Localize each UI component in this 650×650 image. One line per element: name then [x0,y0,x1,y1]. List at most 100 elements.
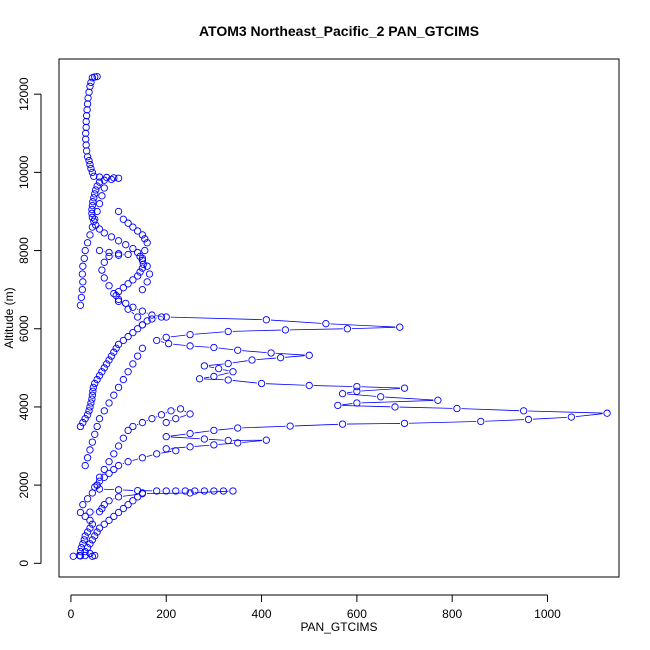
x-tick-label: 600 [347,607,367,621]
data-point [133,313,142,321]
series-line-segment [194,331,224,335]
data-point [88,209,96,218]
data-point [81,415,89,423]
data-point [105,282,113,290]
data-point [191,487,199,495]
data-point [141,235,149,243]
data-point [338,420,347,428]
data-point [114,493,123,501]
series-line-segment [146,492,186,495]
data-point [100,274,108,282]
data-point [138,254,147,263]
data-point [400,384,409,392]
series-line-segment [232,329,281,332]
data-point [83,100,92,108]
data-point [343,325,351,333]
data-point [305,381,313,390]
data-point [224,359,232,368]
data-point [124,332,132,341]
data-point [114,486,123,494]
data-point [76,552,85,560]
data-point [91,430,99,438]
data-point [114,461,123,470]
data-point [83,454,92,462]
series-line-segment [194,444,210,447]
data-point [105,248,113,257]
data-point [276,354,285,362]
data-point [215,364,223,373]
chart-title: ATOM3 Northeast_Pacific_2 PAN_GTCIMS [199,23,479,39]
series-line-segment [194,430,210,434]
data-point [100,364,108,372]
series-line-segment [132,458,139,461]
data-point [86,508,94,516]
data-point [95,199,104,208]
data-point [136,252,144,261]
data-point [82,147,91,155]
series-line-segment [347,393,377,397]
data-point [145,270,154,278]
data-point [119,375,127,384]
data-point [95,477,104,485]
data-point [119,336,127,345]
data-point [186,410,194,418]
data-point [520,407,528,415]
series-line-segment [170,334,186,338]
series-line-segment [156,315,162,317]
data-point [133,248,142,257]
data-point [129,422,137,431]
data-point [81,532,89,540]
y-tick-label: 12000 [17,77,31,111]
data-point [79,540,87,548]
data-point [138,454,147,462]
data-point [162,333,170,342]
data-point [86,446,94,454]
x-tick-label: 400 [252,607,272,621]
data-point [103,360,111,368]
x-tick-label: 0 [68,607,75,621]
data-point [82,112,91,120]
data-point [124,305,132,313]
data-point [186,330,194,339]
data-point [89,387,97,395]
data-point [95,473,104,481]
data-point [119,504,127,513]
data-point [138,307,147,315]
data-point [186,429,194,438]
data-point [186,342,194,350]
series-line-segment [208,438,224,441]
x-axis-label: PAN_GTCIMS [300,620,377,634]
data-point [124,219,132,227]
data-point [603,409,611,417]
data-point [100,176,108,184]
data-point [88,391,97,399]
data-point [88,552,97,560]
data-point [100,229,108,237]
data-point [77,293,86,302]
data-point [76,301,85,309]
data-point [124,280,132,288]
data-point [79,501,87,509]
data-point [172,415,180,423]
data-point [119,434,127,442]
data-point [224,376,232,384]
data-point [219,487,228,495]
data-point [88,74,97,82]
series-line-segment [208,363,224,366]
data-point [81,246,89,255]
data-point [129,303,137,311]
data-point [100,520,108,528]
data-point [267,349,275,357]
series-line-segment [289,328,343,331]
data-point [143,317,151,325]
data-point [153,450,161,458]
data-point [133,272,142,280]
data-point [124,368,132,376]
data-point [87,399,95,407]
series-line-segment [160,341,165,343]
data-point [136,268,144,276]
data-point [93,422,101,431]
series-line-segment [461,408,520,412]
data-point [89,198,97,206]
data-point [229,368,237,376]
